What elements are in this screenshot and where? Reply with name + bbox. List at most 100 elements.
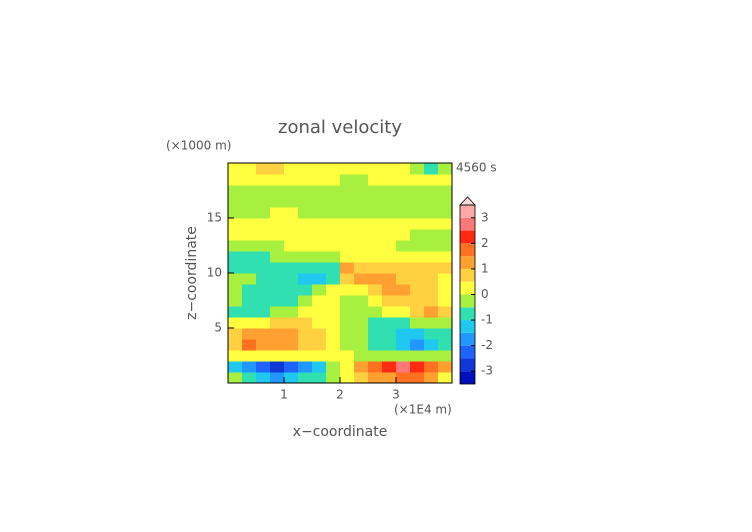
contour-cell — [410, 350, 425, 362]
contour-cell — [410, 196, 425, 208]
contour-cell — [284, 163, 299, 175]
contour-cell — [382, 317, 397, 329]
contour-cell — [326, 284, 341, 296]
y-tick-label: 5 — [214, 321, 222, 335]
contour-cell — [242, 273, 257, 285]
colorbar-band — [460, 332, 475, 346]
contour-cell — [410, 174, 425, 186]
contour-cell — [256, 273, 271, 285]
contour-cell — [396, 339, 411, 351]
contour-cell — [228, 350, 243, 362]
contour-cell — [312, 262, 327, 274]
contour-cell — [298, 284, 313, 296]
contour-cell — [438, 196, 453, 208]
contour-cell — [438, 185, 453, 197]
contour-cell — [270, 185, 285, 197]
contour-cell — [312, 174, 327, 186]
contour-cell — [368, 207, 383, 219]
contour-cell — [284, 196, 299, 208]
contour-cell — [396, 306, 411, 318]
contour-cell — [312, 372, 327, 384]
contour-cell — [382, 273, 397, 285]
contour-cell — [368, 350, 383, 362]
contour-cell — [340, 251, 355, 263]
contour-cell — [242, 372, 257, 384]
contour-cell — [242, 350, 257, 362]
contour-cell — [270, 306, 285, 318]
contour-cell — [270, 284, 285, 296]
contour-cell — [410, 251, 425, 263]
contour-cell — [340, 295, 355, 307]
contour-cell — [438, 262, 453, 274]
contour-cell — [326, 174, 341, 186]
contour-cell — [340, 174, 355, 186]
contour-cell — [312, 339, 327, 351]
contour-cell — [228, 317, 243, 329]
contour-cell — [396, 196, 411, 208]
contour-cell — [242, 218, 257, 230]
contour-cell — [410, 372, 425, 384]
contour-cell — [424, 284, 439, 296]
colorbar-tick-label: 2 — [481, 236, 489, 250]
contour-cell — [284, 229, 299, 241]
contour-cell — [354, 174, 369, 186]
contour-cell — [312, 350, 327, 362]
contour-cell — [396, 251, 411, 263]
contour-cell — [396, 174, 411, 186]
contour-cell — [368, 284, 383, 296]
contour-cell — [270, 196, 285, 208]
colorbar-band — [460, 307, 475, 321]
contour-cell — [326, 163, 341, 175]
contour-cell — [354, 218, 369, 230]
colorbar-band — [460, 230, 475, 244]
contour-cell — [228, 240, 243, 252]
contour-cell — [438, 163, 453, 175]
contour-cell — [298, 174, 313, 186]
contour-cell — [354, 317, 369, 329]
contour-cell — [284, 372, 299, 384]
contour-cell — [256, 163, 271, 175]
contour-cell — [438, 251, 453, 263]
axes: 1 2 3 5 10 15 — [207, 162, 453, 402]
contour-cell — [242, 295, 257, 307]
contour-cell — [354, 284, 369, 296]
contour-cell — [424, 163, 439, 175]
contour-cell — [312, 207, 327, 219]
contour-cell — [354, 273, 369, 285]
contour-cell — [382, 185, 397, 197]
contour-cell — [424, 306, 439, 318]
contour-cell — [228, 251, 243, 263]
contour-cell — [410, 284, 425, 296]
contour-cell — [340, 185, 355, 197]
contour-cell — [424, 372, 439, 384]
contour-cell — [424, 196, 439, 208]
contour-cell — [326, 372, 341, 384]
colorbar-tick-label: 3 — [481, 210, 489, 224]
contour-cell — [256, 317, 271, 329]
colorbar-band — [460, 256, 475, 269]
contour-cell — [410, 229, 425, 241]
contour-cell — [256, 372, 271, 384]
contour-cell — [284, 361, 299, 373]
contour-cell — [298, 328, 313, 340]
contour-cell — [312, 196, 327, 208]
contour-cell — [368, 317, 383, 329]
contour-cell — [228, 361, 243, 373]
contour-cell — [228, 196, 243, 208]
contour-cell — [270, 207, 285, 219]
contour-cell — [298, 240, 313, 252]
y-tick-label: 10 — [207, 266, 222, 280]
contour-cell — [298, 372, 313, 384]
contour-cell — [382, 163, 397, 175]
contour-cell — [326, 185, 341, 197]
contour-cell — [396, 328, 411, 340]
colorbar-band — [460, 371, 475, 384]
contour-cell — [270, 295, 285, 307]
contour-cell — [410, 295, 425, 307]
contour-cell — [270, 229, 285, 241]
contour-cell — [242, 306, 257, 318]
x-axis-label: x−coordinate — [293, 424, 388, 440]
contour-cell — [354, 185, 369, 197]
contour-cell — [284, 207, 299, 219]
contour-cell — [354, 240, 369, 252]
